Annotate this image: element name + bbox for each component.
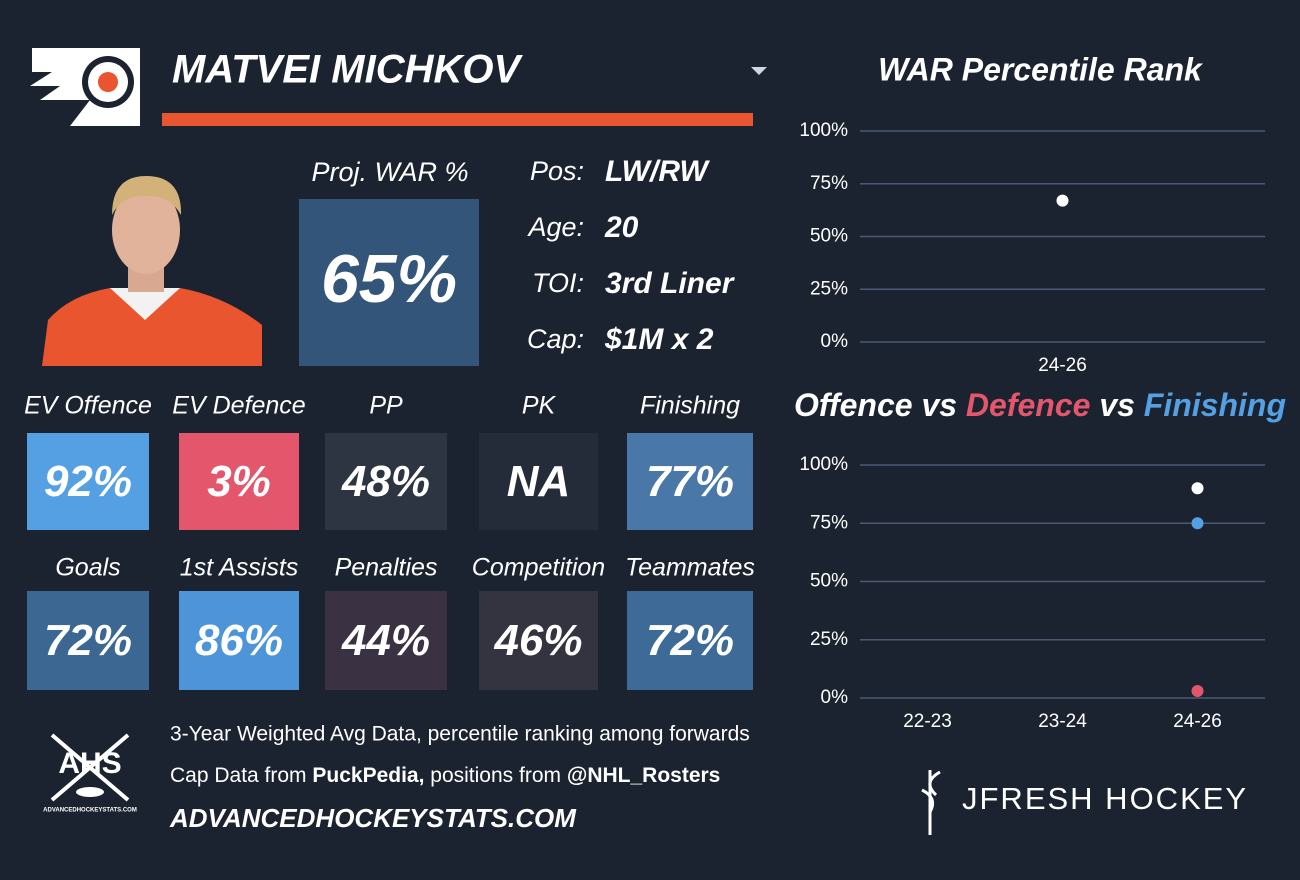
legend-entry: Finishing: [1144, 387, 1286, 423]
y-tick-label: 100%: [799, 454, 848, 475]
tile-value: 46%: [493, 616, 582, 665]
footer-credits: Cap Data from PuckPedia, positions from …: [170, 764, 720, 787]
ahs-logo-text: AHS: [58, 747, 121, 780]
tile-label: Penalties: [335, 554, 438, 582]
ahs-logo-url: ADVANCEDHOCKEYSTATS.COM: [43, 808, 137, 814]
bio-value: 3rd Liner: [605, 267, 736, 300]
y-tick-label: 0%: [821, 331, 849, 352]
tile-label: Teammates: [625, 554, 755, 582]
tile-value: 3%: [207, 457, 271, 506]
tile-label: 1st Assists: [180, 554, 299, 582]
tile-label: EV Defence: [172, 392, 305, 420]
team-logo: [30, 48, 140, 126]
projection-box: [299, 199, 479, 366]
tile-label: Goals: [55, 554, 120, 582]
x-tick-label: 23-24: [1038, 711, 1087, 732]
tile: [179, 591, 299, 690]
chart-title: WAR Percentile Rank: [878, 51, 1204, 87]
tile-value: 44%: [341, 616, 430, 665]
tile: [325, 433, 447, 530]
y-tick-label: 25%: [810, 629, 848, 650]
bio-value: LW/RW: [605, 155, 710, 188]
projection-value: 65%: [321, 241, 457, 317]
title-separator: vs: [913, 387, 966, 423]
y-tick-label: 100%: [799, 120, 848, 141]
tile-value: 77%: [646, 457, 734, 506]
tile: [627, 433, 753, 530]
ahs-logo: AHS ADVANCEDHOCKEYSTATS.COM: [43, 733, 137, 814]
tile-label: Competition: [472, 554, 605, 582]
tile-value: 92%: [44, 457, 132, 506]
bio-label: Cap:: [527, 324, 584, 354]
credit-text: Cap Data from: [170, 764, 312, 787]
tile: [627, 591, 753, 690]
point: [1191, 517, 1204, 530]
y-tick-label: 25%: [810, 278, 848, 299]
point: [1191, 685, 1204, 698]
tile-value: 48%: [341, 457, 430, 506]
y-tick-label: 0%: [821, 687, 849, 708]
brand-text: JFRESH HOCKEY: [962, 781, 1248, 816]
tile: [27, 433, 149, 530]
x-tick-label: 24-26: [1173, 711, 1222, 732]
dropdown[interactable]: [751, 67, 767, 75]
tile-value: 86%: [195, 616, 283, 665]
x-tick-label: 22-23: [903, 711, 952, 732]
y-tick-label: 50%: [810, 571, 848, 592]
bio-value: 20: [604, 211, 639, 244]
credit-text: positions from: [424, 764, 566, 787]
y-tick-label: 50%: [810, 226, 848, 247]
title-separator: vs: [1090, 387, 1143, 423]
tile: [27, 591, 149, 690]
tile-value: 72%: [44, 616, 132, 665]
legend-entry: Offence: [794, 387, 913, 423]
tile: [325, 591, 447, 690]
y-tick-label: 75%: [810, 512, 848, 533]
chart-title: Offence vs Defence vs Finishing: [794, 387, 1286, 423]
point: [1191, 482, 1204, 495]
y-tick-label: 75%: [810, 173, 848, 194]
credit-source: @NHL_Rosters: [567, 764, 721, 787]
player-name: MATVEI MICHKOV: [172, 48, 523, 92]
tile-value: NA: [507, 457, 571, 506]
credit-source: PuckPedia,: [312, 764, 424, 787]
tile-label: Finishing: [640, 392, 740, 420]
footer-note: 3-Year Weighted Avg Data, percentile ran…: [170, 723, 750, 746]
tile: [479, 433, 598, 530]
bio-label: Age:: [526, 212, 584, 242]
tile: [479, 591, 598, 690]
legend-entry: Defence: [966, 387, 1091, 423]
name-underline: [162, 113, 753, 126]
bio-label: Pos:: [530, 156, 584, 186]
bio-label: TOI:: [532, 268, 584, 298]
tile-label: EV Offence: [24, 392, 152, 420]
point: [1056, 194, 1069, 207]
brand-logo: JFRESH HOCKEY: [921, 770, 1248, 835]
tile: [179, 433, 299, 530]
bio-value: $1M x 2: [604, 323, 714, 356]
tile-label: PK: [522, 392, 557, 420]
tile-label: PP: [369, 392, 403, 420]
x-tick-label: 24-26: [1038, 355, 1087, 376]
projection-label: Proj. WAR %: [311, 157, 468, 187]
website[interactable]: ADVANCEDHOCKEYSTATS.COM: [169, 803, 577, 833]
player-photo: [42, 176, 262, 366]
tile-value: 72%: [646, 616, 734, 665]
